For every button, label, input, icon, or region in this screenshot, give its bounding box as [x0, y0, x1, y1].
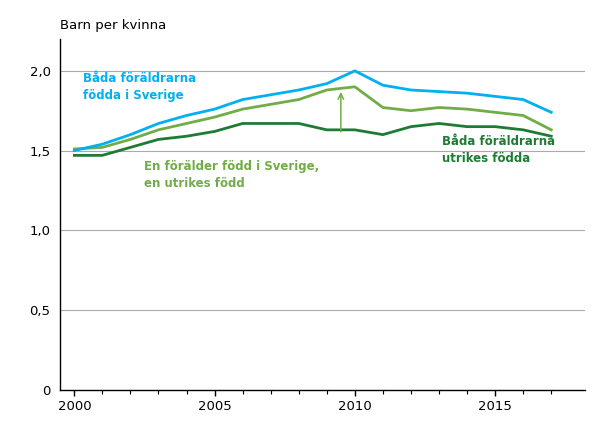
Text: Båda föräldrarna
utrikes födda: Båda föräldrarna utrikes födda [442, 135, 555, 165]
Text: Barn per kvinna: Barn per kvinna [60, 19, 166, 32]
Text: En förälder född i Sverige,
en utrikes född: En förälder född i Sverige, en utrikes f… [145, 160, 320, 190]
Text: Båda föräldrarna
födda i Sverige: Båda föräldrarna födda i Sverige [83, 72, 196, 103]
